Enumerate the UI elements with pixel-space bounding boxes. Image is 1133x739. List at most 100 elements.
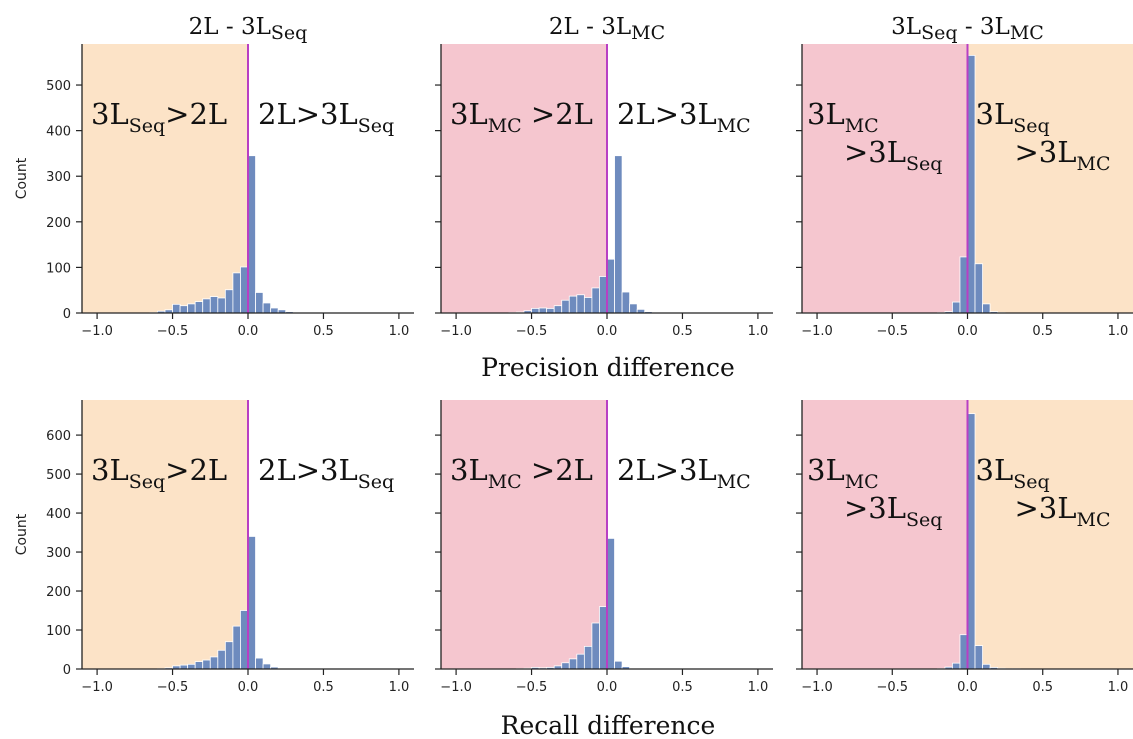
histogram-bar bbox=[538, 307, 548, 314]
left-region-label: 3LSeq>2L bbox=[91, 453, 227, 493]
histogram-bar bbox=[568, 658, 578, 670]
x-tick-label: 1.0 bbox=[1108, 680, 1129, 695]
histogram-bar bbox=[614, 660, 623, 670]
histogram-bar bbox=[531, 308, 540, 314]
x-tick-label: 0.0 bbox=[957, 324, 978, 339]
x-tick: 1.0 bbox=[1108, 669, 1129, 695]
left-region-label: >3LSeq bbox=[844, 491, 942, 531]
x-tick: −0.5 bbox=[157, 669, 189, 695]
x-tick-label: 0.5 bbox=[672, 324, 693, 339]
x-tick-label: 0.5 bbox=[313, 680, 334, 695]
histogram-bar bbox=[270, 307, 279, 314]
left-region-label: >3LSeq bbox=[844, 135, 942, 175]
x-tick-label: −1.0 bbox=[440, 324, 472, 339]
y-tick-label: 500 bbox=[46, 468, 71, 483]
x-tick: 1.0 bbox=[748, 313, 769, 339]
x-tick: −0.5 bbox=[516, 313, 547, 339]
y-tick: 200 bbox=[46, 216, 82, 231]
x-tick-label: 0.0 bbox=[597, 324, 618, 339]
y-tick-label: 600 bbox=[46, 429, 71, 444]
panel-r1-c1: −1.0 −0.5 0.0 0.5 1.0 3LMC >2L 2L>3LMC bbox=[435, 400, 773, 695]
histogram-bar bbox=[568, 295, 578, 314]
y-tick: 0 bbox=[63, 663, 82, 678]
y-axis-label: Count bbox=[14, 157, 30, 199]
x-tick: 0.0 bbox=[238, 313, 259, 339]
histogram-bar bbox=[959, 256, 968, 314]
x-tick-label: −0.5 bbox=[157, 680, 189, 695]
x-tick: 0.5 bbox=[1032, 669, 1053, 695]
right-region-label: 3LSeq bbox=[976, 97, 1050, 137]
histogram-bar bbox=[606, 537, 615, 670]
x-tick: −0.5 bbox=[876, 313, 908, 339]
left-region bbox=[82, 44, 248, 313]
x-tick: 1.0 bbox=[389, 669, 409, 695]
x-tick-label: 1.0 bbox=[389, 324, 410, 339]
histogram-bar bbox=[546, 308, 555, 314]
histogram-bar bbox=[974, 263, 983, 314]
histogram-bar bbox=[194, 301, 204, 314]
histogram-bar bbox=[232, 272, 241, 314]
x-tick: 0.0 bbox=[597, 669, 617, 695]
x-axis-label: Recall difference bbox=[501, 711, 716, 739]
left-region-label: 3LMC bbox=[807, 453, 879, 493]
histogram-bar bbox=[982, 303, 991, 314]
histogram-bar bbox=[202, 298, 211, 314]
y-tick: 300 bbox=[46, 170, 82, 185]
y-tick-label: 100 bbox=[46, 261, 71, 276]
right-region-label: 2L>3LMC bbox=[617, 453, 751, 493]
histogram-bar bbox=[614, 155, 623, 314]
right-region-label: >3LMC bbox=[1015, 135, 1111, 175]
histogram-bar bbox=[209, 656, 219, 670]
panel-r0-c0: −1.0 −0.5 0.0 0.5 1.0 0 100 200 300 400 500 Count 2L… bbox=[14, 14, 414, 339]
x-tick-label: 1.0 bbox=[748, 324, 769, 339]
x-tick-label: 0.5 bbox=[1032, 680, 1053, 695]
histogram-bar bbox=[583, 297, 593, 314]
x-tick-label: −0.5 bbox=[876, 324, 908, 339]
y-tick-label: 300 bbox=[46, 546, 71, 561]
histogram-bar bbox=[629, 303, 638, 314]
y-tick-label: 100 bbox=[46, 624, 71, 639]
x-tick-label: 0.5 bbox=[672, 680, 693, 695]
x-tick: 0.5 bbox=[313, 313, 334, 339]
y-tick-label: 0 bbox=[63, 663, 71, 678]
y-tick-label: 400 bbox=[46, 507, 71, 522]
panel-title: 3LSeq - 3LMC bbox=[891, 14, 1044, 44]
x-tick: 1.0 bbox=[389, 313, 410, 339]
histogram-bar bbox=[982, 663, 991, 670]
histogram-bar bbox=[952, 662, 961, 670]
y-tick-label: 500 bbox=[46, 79, 71, 94]
histogram-bar bbox=[247, 536, 256, 670]
x-tick-label: −1.0 bbox=[440, 680, 472, 695]
x-tick: 0.0 bbox=[597, 313, 618, 339]
x-tick-label: −1.0 bbox=[81, 680, 113, 695]
x-tick-label: −1.0 bbox=[801, 680, 833, 695]
right-region-label: >3LMC bbox=[1015, 491, 1111, 531]
histogram-bar bbox=[179, 305, 189, 314]
x-tick: −1.0 bbox=[81, 669, 113, 695]
left-region bbox=[82, 400, 248, 669]
x-tick-label: −0.5 bbox=[516, 680, 548, 695]
y-tick-label: 200 bbox=[46, 585, 71, 600]
x-tick-label: 0.0 bbox=[238, 324, 259, 339]
x-tick-label: −1.0 bbox=[801, 324, 833, 339]
x-tick-label: 1.0 bbox=[748, 680, 769, 695]
left-region-label: 3LMC bbox=[807, 97, 879, 137]
histogram-bar bbox=[240, 610, 249, 670]
histogram-bar bbox=[967, 413, 976, 670]
histogram-bar bbox=[561, 662, 570, 670]
x-tick-label: −1.0 bbox=[81, 324, 113, 339]
histogram-bar bbox=[224, 289, 234, 314]
x-tick: −1.0 bbox=[801, 313, 833, 339]
histogram-bar bbox=[561, 299, 570, 314]
histogram-bar bbox=[194, 661, 204, 670]
histogram-bar bbox=[209, 296, 219, 314]
x-tick-label: −0.5 bbox=[876, 680, 908, 695]
x-tick: 0.0 bbox=[957, 313, 978, 339]
panel-title: 2L - 3LSeq bbox=[189, 14, 308, 44]
x-tick-label: 0.0 bbox=[238, 680, 259, 695]
x-tick: 0.5 bbox=[313, 669, 334, 695]
left-region-label: 3LSeq>2L bbox=[91, 97, 227, 137]
left-region-label: 3LMC >2L bbox=[450, 453, 593, 493]
histogram-bar bbox=[599, 276, 608, 314]
